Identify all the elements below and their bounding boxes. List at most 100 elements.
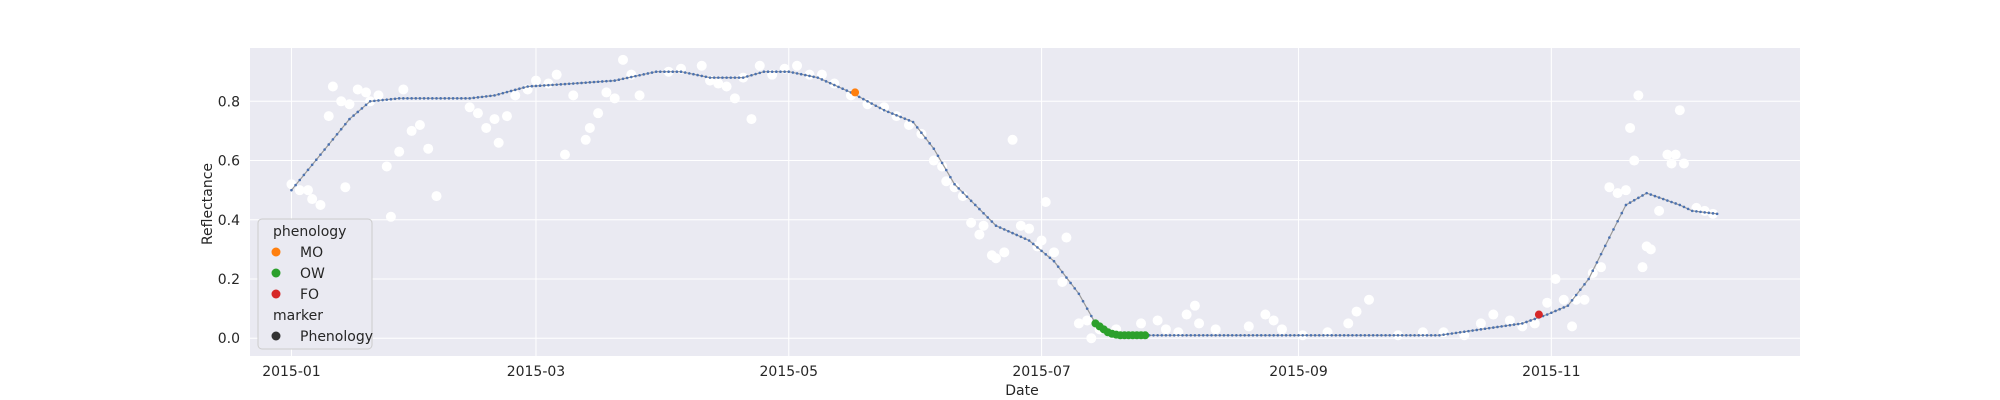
smoothed-marker (1081, 299, 1085, 303)
smoothed-marker (642, 73, 646, 76)
smoothed-marker (402, 97, 405, 100)
observation-point (966, 217, 977, 228)
observation-point (928, 155, 939, 166)
smoothed-marker (310, 163, 314, 167)
observation-point (1488, 309, 1499, 320)
observation-point (1057, 276, 1068, 287)
observation-point (1666, 158, 1677, 169)
observation-point (472, 108, 483, 119)
smoothed-marker (1587, 277, 1590, 281)
observation-point (978, 220, 989, 231)
smoothed-marker (1632, 198, 1636, 202)
observation-point (1620, 185, 1631, 196)
smoothed-marker (526, 85, 529, 88)
observation-point (584, 122, 595, 133)
smoothed-marker (857, 95, 861, 99)
smoothed-marker (298, 178, 302, 182)
smoothed-marker (439, 97, 442, 100)
observation-point (1567, 321, 1578, 332)
smoothed-marker (1591, 269, 1595, 273)
observation-point (1459, 330, 1470, 341)
x-tick-label: 2015-07 (1012, 364, 1071, 380)
smoothed-marker (1562, 306, 1566, 309)
observation-point (1160, 324, 1171, 335)
smoothed-marker (605, 79, 608, 83)
smoothed-marker (410, 97, 413, 100)
smoothed-marker (654, 70, 658, 73)
smoothed-marker (1172, 333, 1176, 337)
smoothed-marker (957, 187, 960, 190)
smoothed-marker (799, 72, 803, 76)
observation-point (1504, 315, 1515, 326)
smoothed-marker (762, 70, 766, 73)
smoothed-marker (1044, 253, 1048, 256)
observation-point (593, 108, 604, 119)
smoothed-marker (588, 81, 592, 84)
smoothed-marker (1313, 333, 1317, 337)
smoothed-marker (1641, 194, 1644, 197)
smoothed-marker (928, 142, 931, 145)
observation-point (394, 146, 405, 157)
smoothed-marker (1048, 256, 1052, 260)
smoothed-marker (986, 216, 990, 219)
smoothed-marker (816, 76, 820, 79)
legend-style-title: marker (273, 308, 323, 324)
smoothed-marker (1529, 319, 1532, 322)
smoothed-marker (1595, 261, 1599, 264)
smoothed-marker (924, 136, 927, 140)
smoothed-marker (431, 97, 434, 100)
smoothed-marker (629, 75, 633, 79)
observation-point (1558, 294, 1569, 305)
observation-point (999, 247, 1010, 258)
observation-point (1699, 205, 1710, 216)
smoothed-marker (903, 117, 907, 120)
smoothed-marker (1558, 307, 1561, 311)
observation-point (1625, 122, 1636, 133)
smoothed-marker (1525, 320, 1528, 324)
smoothed-marker (994, 224, 998, 227)
smoothed-marker (1475, 328, 1479, 332)
grid-layer (250, 48, 1800, 356)
smoothed-marker (1090, 314, 1093, 318)
observation-point (551, 69, 562, 80)
smoothed-marker (455, 97, 459, 100)
smoothed-marker (373, 99, 376, 103)
observation-point (1040, 197, 1051, 207)
smoothed-marker (990, 220, 994, 223)
smoothed-marker (389, 97, 393, 101)
observation-point (510, 90, 521, 101)
smoothed-marker (746, 75, 749, 78)
smoothed-marker (1637, 196, 1640, 200)
smoothed-marker (1065, 276, 1068, 279)
observation-point (937, 161, 948, 172)
legend-label-phenology: Phenology (300, 329, 373, 345)
observation-point (344, 99, 355, 110)
legend-box (257, 218, 373, 350)
smoothed-marker (360, 107, 364, 110)
observation-point (327, 81, 338, 92)
observation-point (1612, 188, 1623, 199)
observation-point (1654, 205, 1665, 216)
smoothed-marker (1442, 333, 1445, 336)
smoothed-marker (812, 75, 815, 79)
legend-marker-fo (271, 289, 281, 299)
y-axis-label: Reflectance (200, 163, 216, 245)
smoothed-marker (1433, 333, 1437, 337)
plot-background (250, 48, 1800, 356)
smoothed-marker (422, 97, 426, 100)
smoothed-marker (1309, 333, 1313, 337)
observation-point (323, 111, 334, 122)
x-tick-label: 2015-05 (760, 364, 819, 380)
smoothed-marker (294, 183, 297, 187)
smoothed-marker (650, 71, 654, 74)
smoothed-marker (833, 83, 836, 87)
smoothed-marker (505, 90, 509, 94)
smoothed-marker (327, 143, 331, 146)
smoothed-marker (733, 76, 737, 79)
observation-point (1036, 235, 1047, 246)
smoothed-marker (1027, 239, 1031, 242)
observation-point (949, 182, 960, 193)
observation-point (1061, 232, 1072, 243)
